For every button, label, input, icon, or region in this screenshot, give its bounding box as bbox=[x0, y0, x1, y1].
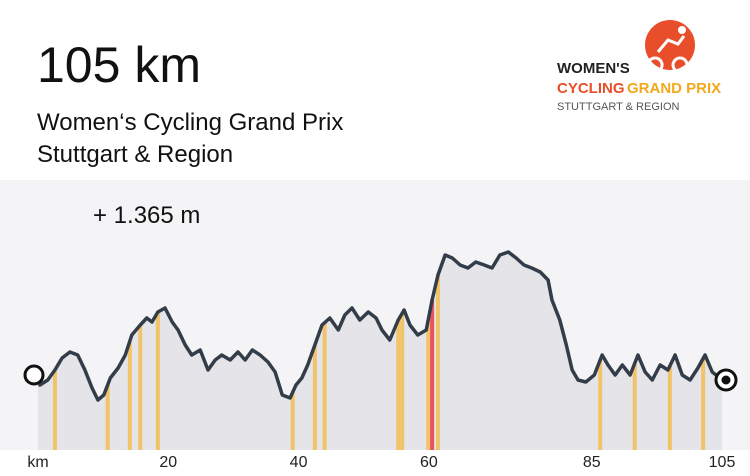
x-tick-label: 20 bbox=[159, 454, 177, 471]
logo: WOMEN'S CYCLING GRAND PRIX STUTTGART & R… bbox=[557, 20, 721, 113]
logo-text: STUTTGART & REGION bbox=[557, 101, 679, 113]
x-tick-label: 60 bbox=[420, 454, 438, 471]
finish-dot bbox=[721, 375, 731, 385]
profile-line bbox=[36, 250, 724, 402]
gain-annotation: + 1.365 m bbox=[93, 202, 200, 229]
x-tick-label: km bbox=[27, 454, 48, 471]
x-tick-label: 40 bbox=[290, 454, 308, 471]
x-tick-label: 105 bbox=[709, 454, 736, 471]
logo-text: GRAND PRIX bbox=[627, 80, 721, 97]
logo-cyclist bbox=[646, 35, 689, 74]
logo-text: WOMEN'S bbox=[557, 60, 630, 77]
start-marker bbox=[23, 364, 45, 386]
title: 105 km bbox=[37, 37, 201, 93]
x-tick-label: 85 bbox=[583, 454, 601, 471]
subtitle: Stuttgart & Region bbox=[37, 141, 233, 168]
logo-head bbox=[678, 26, 686, 34]
subtitle: Women‘s Cycling Grand Prix bbox=[37, 109, 343, 136]
logo-text: CYCLING bbox=[557, 80, 625, 97]
